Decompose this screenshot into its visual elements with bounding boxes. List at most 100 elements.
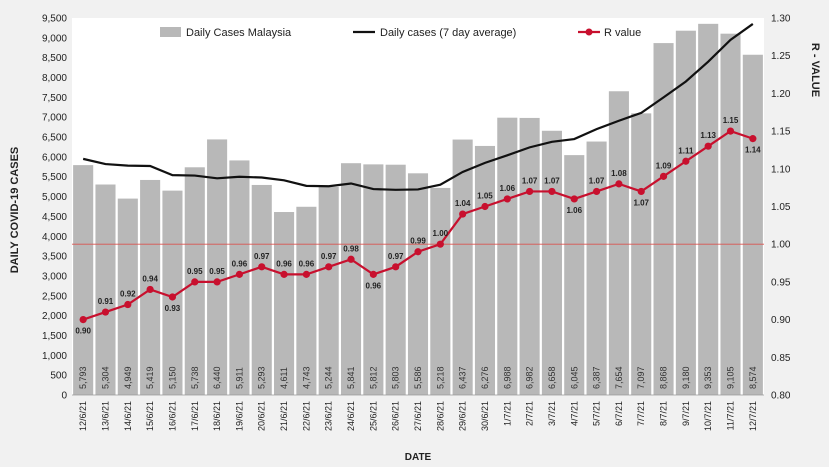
legend-label-r: R value (604, 27, 641, 39)
legend-label-avg: Daily cases (7 day average) (380, 27, 516, 39)
bar-value-label: 9,353 (703, 366, 713, 389)
r-value-label: 1.07 (544, 176, 560, 185)
x-tick-label: 15/6/21 (145, 401, 155, 431)
bar-value-label: 7,097 (636, 366, 646, 389)
bar-value-label: 5,738 (190, 366, 200, 389)
r-point (168, 293, 177, 301)
r-value-label: 1.07 (633, 198, 649, 207)
bar (95, 184, 116, 395)
bar-value-label: 6,437 (458, 366, 468, 389)
r-point (101, 308, 110, 316)
r-point (347, 255, 355, 263)
r-value-label: 0.96 (366, 281, 382, 290)
y-axis-title: DAILY COVID-19 CASES (9, 147, 21, 274)
x-tick-label: 1/7/21 (502, 401, 512, 426)
r-point (570, 195, 578, 203)
r-value-label: 1.00 (433, 229, 449, 238)
x-tick-label: 26/6/21 (391, 401, 401, 431)
bar (318, 186, 339, 395)
bar (162, 190, 183, 395)
r-point (258, 263, 266, 271)
y-tick-label: 2,000 (42, 311, 67, 322)
bar (73, 165, 94, 395)
y-tick-label: 1,500 (42, 331, 67, 342)
legend-swatch-bars (160, 27, 181, 37)
y2-tick-label: 1.15 (771, 127, 791, 138)
x-tick-label: 7/7/21 (636, 401, 646, 426)
bar (274, 212, 295, 395)
bar (207, 139, 228, 395)
y-tick-label: 7,500 (42, 93, 67, 104)
r-point (369, 270, 377, 278)
bar (653, 43, 674, 395)
bar-value-label: 5,218 (435, 366, 445, 389)
x-tick-label: 5/7/21 (592, 401, 602, 426)
bar (452, 139, 473, 395)
x-tick-label: 13/6/21 (100, 401, 110, 431)
r-value-label: 0.97 (321, 252, 337, 261)
y-tick-label: 6,500 (42, 133, 67, 144)
x-tick-label: 10/7/21 (703, 401, 713, 431)
y2-tick-label: 1.10 (771, 164, 791, 175)
bar (742, 54, 763, 395)
r-point (436, 240, 444, 248)
r-point (213, 278, 221, 286)
y-axis-ticks: 0 500 1,000 1,500 2,000 2,500 3,000 3,500 4,000 4… (42, 14, 67, 402)
bar-value-label: 6,658 (547, 366, 557, 389)
x-tick-label: 16/6/21 (167, 401, 177, 431)
bar (519, 117, 540, 396)
y-tick-label: 7,000 (42, 113, 67, 124)
r-value-label: 1.13 (700, 131, 716, 140)
bar (631, 113, 652, 396)
r-point (392, 263, 400, 271)
x-tick-label: 23/6/21 (324, 401, 334, 431)
bar-value-label: 6,276 (480, 366, 490, 389)
r-value-label: 0.99 (410, 237, 426, 246)
r-value-label: 0.96 (299, 259, 315, 268)
y-tick-label: 8,000 (42, 73, 67, 84)
r-value-label: 0.95 (209, 267, 225, 276)
r-value-label: 0.96 (232, 259, 248, 268)
r-labels-layer: 0.90 0.91 0.92 0.94 0.93 0.95 0.95 0.96 0.97 0.96… (75, 116, 761, 336)
bar (564, 155, 585, 395)
r-value-label: 0.98 (343, 244, 359, 253)
x-tick-label: 17/6/21 (190, 401, 200, 431)
bar-value-label: 9,105 (726, 366, 736, 389)
x-tick-label: 30/6/21 (480, 401, 490, 431)
r-point (726, 127, 735, 135)
r-value-label: 1.06 (500, 184, 516, 193)
bar-value-label: 6,982 (525, 366, 535, 389)
r-point (191, 278, 199, 286)
bar (474, 145, 496, 395)
r-point (280, 270, 288, 278)
y-tick-label: 3,500 (42, 252, 67, 263)
r-value-label: 1.07 (522, 176, 538, 185)
y-tick-label: 4,000 (42, 232, 67, 243)
bar-value-label: 5,293 (257, 366, 267, 389)
r-point (325, 263, 333, 271)
y2-tick-label: 1.05 (771, 202, 791, 213)
r-value-label: 0.94 (142, 274, 158, 283)
r-value-label: 0.90 (75, 327, 91, 336)
x-tick-label: 8/7/21 (659, 401, 669, 426)
y2-tick-label: 0.80 (771, 391, 791, 402)
x-tick-label: 11/7/21 (726, 401, 736, 430)
x-tick-label: 22/6/21 (301, 401, 311, 431)
r-value-label: 1.04 (455, 199, 471, 208)
y-tick-label: 9,500 (42, 14, 67, 25)
y2-tick-label: 1.00 (771, 240, 791, 251)
r-value-label: 0.96 (276, 259, 292, 268)
r-point (704, 142, 712, 150)
y-tick-label: 2,500 (42, 291, 67, 302)
r-point (749, 135, 757, 143)
x-tick-label: 9/7/21 (681, 401, 691, 426)
x-axis-ticks: 12/6/21 13/6/21 14/6/21 15/6/21 16/6/21 17/6/… (78, 401, 758, 431)
y-tick-label: 8,500 (42, 53, 67, 64)
bar (385, 164, 406, 395)
r-value-label: 0.97 (254, 252, 270, 261)
bar-value-label: 5,803 (391, 366, 401, 389)
x-tick-label: 29/6/21 (458, 401, 468, 431)
r-value-label: 1.15 (723, 116, 739, 125)
bar-value-label: 6,387 (592, 366, 602, 389)
bar-value-label: 5,586 (413, 366, 423, 389)
